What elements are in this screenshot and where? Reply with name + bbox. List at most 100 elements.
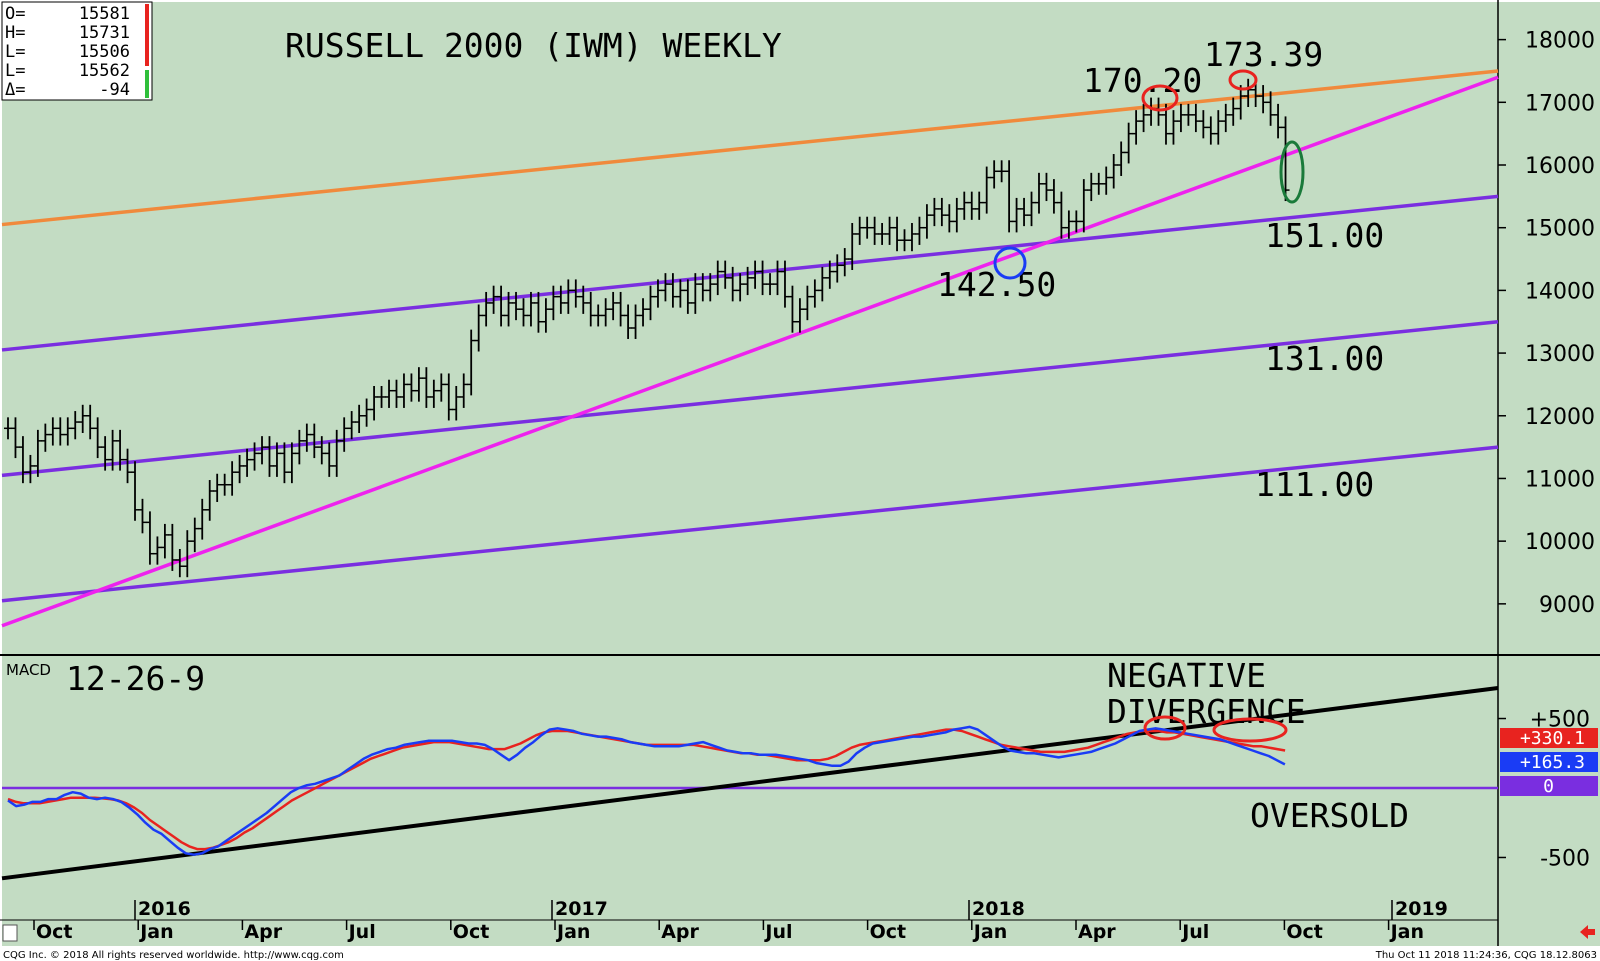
annotation-111-00: 111.00	[1255, 465, 1374, 504]
price-bar	[594, 304, 603, 327]
price-bar	[631, 304, 640, 339]
price-bar	[444, 373, 453, 421]
price-bar	[773, 260, 782, 296]
scroll-left-arrow-icon[interactable]	[1580, 925, 1595, 939]
price-tick-label: 15000	[1525, 217, 1595, 242]
price-bar	[691, 273, 700, 314]
price-bar	[519, 298, 528, 327]
red-circle-173-39	[1228, 69, 1258, 91]
price-bar	[743, 266, 752, 296]
price-bar	[205, 480, 214, 521]
price-bar	[1259, 85, 1268, 114]
price-chart-title: RUSSELL 2000 (IWM) WEEKLY	[285, 26, 782, 65]
year-label: 2017	[555, 898, 608, 920]
price-bar	[422, 367, 431, 408]
price-bar	[183, 530, 192, 578]
price-bar	[131, 461, 140, 521]
price-bar	[833, 254, 842, 283]
price-bar	[1139, 103, 1148, 133]
blue-circle-142-50	[993, 246, 1027, 280]
macd-axis-background	[1498, 656, 1600, 946]
price-bar	[549, 285, 558, 321]
price-bar	[863, 216, 872, 239]
price-bar	[1020, 197, 1029, 227]
price-bar	[1124, 122, 1133, 164]
price-bar	[101, 436, 110, 471]
price-bar	[33, 429, 42, 477]
price-bar	[639, 298, 648, 327]
price-bar	[661, 273, 670, 302]
price-bar	[945, 204, 954, 233]
price-bar	[310, 423, 319, 459]
price-bar	[1274, 103, 1283, 139]
price-bar	[1057, 191, 1066, 239]
year-label: 2019	[1395, 898, 1448, 920]
time-axis: Oct Jan Apr Jul Oct Jan Apr Jul Oct Jan Apr Jul Oct J…	[33, 898, 1448, 943]
price-bar	[1109, 154, 1118, 189]
green-oval-current	[1279, 140, 1305, 204]
price-bar	[1206, 116, 1215, 145]
price-bar	[1117, 141, 1126, 176]
price-bar	[571, 279, 580, 308]
price-bar	[258, 436, 267, 465]
price-bar	[48, 417, 57, 446]
price-bar	[272, 442, 281, 477]
price-bar	[975, 191, 984, 220]
ohlc-label-low: L=	[5, 42, 25, 62]
price-bar	[18, 436, 27, 484]
price-bar	[392, 379, 401, 408]
price-bar	[1281, 116, 1290, 202]
price-bar	[878, 222, 887, 245]
channel-line-purple-131	[1, 319, 1499, 478]
red-circle-170-20	[1141, 84, 1179, 112]
price-bar	[668, 273, 677, 308]
price-bar	[175, 548, 184, 578]
price-bar	[534, 291, 543, 333]
ohlc-value-low: 15506	[79, 42, 130, 62]
price-bar	[526, 291, 535, 327]
price-bar	[116, 429, 125, 471]
signal-value-label: +330.1	[1520, 728, 1585, 749]
month-label: Oct	[36, 921, 73, 943]
price-bar	[41, 423, 50, 452]
month-label: Apr	[661, 921, 699, 943]
price-bar	[1266, 91, 1275, 126]
price-bar	[870, 216, 879, 245]
price-tick-label: 16000	[1525, 154, 1595, 179]
price-bar	[564, 279, 573, 314]
macd-value-labels: +330.1 +165.3 0	[1500, 728, 1598, 797]
price-bar	[325, 442, 334, 477]
price-bar	[93, 417, 102, 459]
price-bar	[1005, 160, 1014, 233]
price-bar	[220, 473, 229, 496]
ohlc-value-last: 15562	[79, 61, 130, 81]
time-axis-background	[2, 920, 1498, 946]
scroll-box-icon[interactable]	[2, 924, 18, 942]
price-bar	[683, 279, 692, 314]
price-bar	[78, 404, 87, 434]
price-bar	[1199, 110, 1208, 139]
price-bar	[609, 291, 618, 321]
price-bar	[736, 273, 745, 302]
footer-timestamp: Thu Oct 11 2018 11:24:36, CQG 18.12.8063	[1375, 950, 1597, 961]
ohlc-value-high: 15731	[79, 23, 130, 43]
month-label: Jan	[138, 921, 173, 943]
annotation-151-00: 151.00	[1265, 216, 1384, 255]
price-bar	[1094, 172, 1103, 195]
price-bar	[362, 398, 371, 427]
price-bar	[228, 461, 237, 496]
price-bar	[1176, 103, 1185, 133]
macd-subtitle: 12-26-9	[66, 659, 205, 698]
price-bar	[706, 273, 715, 302]
macd-axis-ticks: +500 -500	[1498, 708, 1590, 871]
price-bar	[429, 379, 438, 408]
price-bar	[624, 304, 633, 339]
annotation-divergence: DIVERGENCE	[1107, 692, 1306, 731]
price-bar	[377, 385, 386, 408]
month-label: Jul	[763, 921, 792, 943]
price-bar	[474, 304, 483, 352]
price-bar	[960, 191, 969, 220]
price-bar	[848, 222, 857, 271]
price-bar	[355, 404, 364, 434]
year-label: 2018	[972, 898, 1025, 920]
